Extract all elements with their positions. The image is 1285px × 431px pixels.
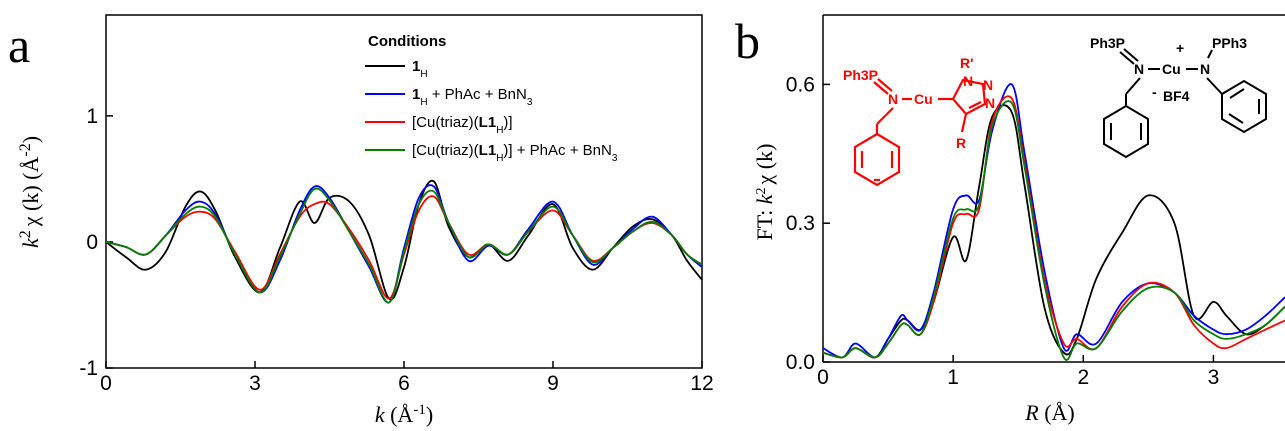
panel-a-series-line-0 xyxy=(105,179,703,301)
panel-b-x-tick-label: 0 xyxy=(817,366,829,389)
struct-left-ph3p: Ph3P xyxy=(843,67,878,83)
panel-a-x-tick-label: 9 xyxy=(547,372,559,395)
panel-a-x-axis-label: k (Å-1) xyxy=(375,402,433,427)
panel-b-y-axis-label: FT: k2χ (k) xyxy=(752,144,777,241)
left-complex-structure: Ph3P N Cu R' N N N R xyxy=(843,55,995,187)
svg-text:FT: k2χ (k): FT: k2χ (k) xyxy=(752,144,777,241)
panel-b-x-tick-label: 2 xyxy=(1077,366,1089,389)
struct-left-triazole-n3: N xyxy=(985,95,995,111)
panel-b-x-axis-label: R (Å) xyxy=(1024,400,1075,425)
panel-a-series-line-1 xyxy=(105,184,703,304)
panel-b-series-line-0 xyxy=(822,104,1285,359)
panel-a-y-tick-label: 0 xyxy=(86,231,98,254)
panel-b-x-tick-label: 3 xyxy=(1208,366,1220,389)
struct-left-cu: Cu xyxy=(914,91,933,107)
struct-right-minus: - xyxy=(1152,84,1157,100)
panel-b-series-group xyxy=(822,83,1285,361)
legend-title: Conditions xyxy=(368,33,446,50)
panel-a-series-line-3 xyxy=(105,187,703,304)
struct-right-n1: N xyxy=(1134,61,1144,77)
panel-a-x-tick-label: 12 xyxy=(690,372,713,395)
svg-text:R (Å): R (Å) xyxy=(1024,400,1075,425)
struct-left-triazole-n1: N xyxy=(963,73,973,89)
panel-a-x-tick-label: 0 xyxy=(100,372,112,395)
legend-entry-1h: 1H xyxy=(412,58,428,80)
panel-a-legend: Conditions 1H 1H + PhAc + BnN3 [Cu(triaz… xyxy=(365,33,618,164)
panel-b-y-tick-label: 0.3 xyxy=(786,212,815,235)
panel-a-x-tick-label: 3 xyxy=(249,372,261,395)
panel-b-y-tick-label: 0.0 xyxy=(786,351,815,374)
right-complex-structure: Ph3P N Cu + N PPh3 - BF4 xyxy=(1090,35,1267,159)
legend-entry-cu-triaz: [Cu(triaz)(L1H)] xyxy=(412,114,513,136)
panel-a-y-tick-label: -1 xyxy=(79,357,98,380)
panel-a-x-tick-label: 6 xyxy=(398,372,410,395)
panel-b-chart: 0 1 2 3 0.0 0.3 0.6 FT: k2χ (k) R (Å) Ph3P N C… xyxy=(752,14,1285,425)
panel-label-a: a xyxy=(8,17,30,73)
struct-right-plus: + xyxy=(1176,40,1184,56)
panel-a-plot-frame xyxy=(105,14,703,369)
panel-b-x-tick-label: 1 xyxy=(947,366,959,389)
struct-right-cu: Cu xyxy=(1162,61,1181,77)
struct-right-n2: N xyxy=(1200,61,1210,77)
struct-right-ph3p: Ph3P xyxy=(1090,35,1125,51)
panel-a-y-axis-label: k2χ (k) (Å-2) xyxy=(17,136,44,248)
svg-text:k (Å-1): k (Å-1) xyxy=(375,402,433,427)
legend-entry-cu-triaz-phac: [Cu(triaz)(L1H)] + PhAc + BnN3 xyxy=(412,142,618,164)
struct-right-bf4: BF4 xyxy=(1163,88,1190,104)
panel-b-series-line-2 xyxy=(822,95,1285,359)
panel-a-y-tick-label: 1 xyxy=(86,105,98,128)
panel-a-series-group xyxy=(105,179,703,304)
panel-b-series-line-1 xyxy=(822,83,1285,359)
svg-text:k2χ (k) (Å-2): k2χ (k) (Å-2) xyxy=(17,136,44,248)
legend-entry-1h-phac: 1H + PhAc + BnN3 xyxy=(412,86,533,108)
struct-left-r-prime: R' xyxy=(960,55,973,71)
struct-left-r: R xyxy=(956,135,966,151)
struct-left-n: N xyxy=(888,91,898,107)
panel-a-chart: 0 3 6 9 12-101 k2χ (k) (Å-2) k (Å-1) Conditi… xyxy=(17,14,714,427)
struct-left-triazole-n2: N xyxy=(983,77,993,93)
struct-right-pph3: PPh3 xyxy=(1212,35,1247,51)
panel-b-y-tick-label: 0.6 xyxy=(786,73,815,96)
panel-b-series-line-3 xyxy=(822,100,1285,361)
panel-label-b: b xyxy=(735,13,760,69)
